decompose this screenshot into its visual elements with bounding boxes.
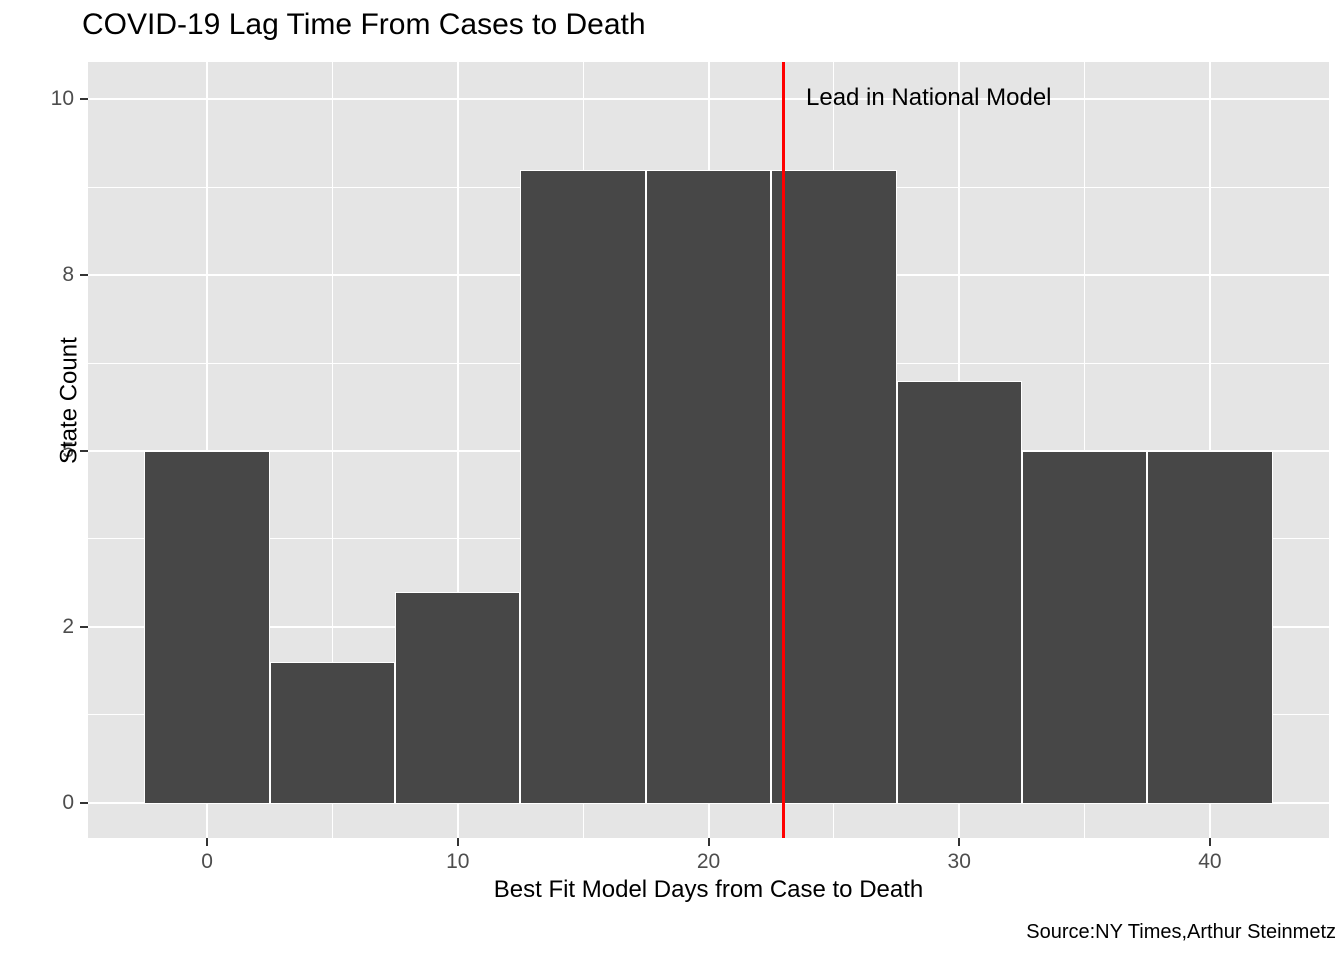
y-major-gridline [88,98,1329,101]
x-tick-label: 10 [446,850,470,873]
x-tick-mark [456,838,459,846]
histogram-bar [144,451,270,804]
x-minor-gridline [1084,62,1086,838]
y-axis-title: State Count [55,337,83,464]
y-tick-mark [80,625,88,628]
histogram-bar [1021,451,1148,804]
source-caption: Source:NY Times,Arthur Steinmetz [1026,921,1336,943]
x-tick-label: 40 [1198,850,1222,873]
chart-title: COVID-19 Lag Time From Cases to Death [82,8,646,41]
histogram-bar [771,169,897,804]
histogram-bar [269,662,396,804]
reference-vline [782,62,786,838]
histogram-bar [520,169,646,804]
x-major-gridline [206,62,209,838]
histogram-bar [395,591,521,804]
x-tick-mark [1208,838,1211,846]
plot-panel [88,62,1329,838]
histogram-bar [645,169,772,804]
y-tick-label: 10 [50,87,74,111]
y-tick-mark [80,98,88,101]
y-tick-label: 0 [62,790,74,814]
x-tick-mark [206,838,209,846]
x-minor-gridline [331,62,333,838]
x-tick-label: 20 [696,850,721,873]
x-tick-label: 30 [947,850,971,873]
x-major-gridline [1208,62,1211,838]
y-tick-label: 5 [62,439,74,463]
y-tick-label: 2 [62,614,74,638]
y-tick-mark [80,450,88,453]
x-tick-mark [958,838,961,846]
x-major-gridline [456,62,459,838]
histogram-bar [1147,451,1273,804]
y-tick-label: 8 [62,263,74,287]
y-tick-mark [80,274,88,277]
x-tick-label: 0 [201,850,213,873]
histogram-bar [896,380,1022,804]
x-tick-mark [707,838,710,846]
vline-annotation-label: Lead in National Model [806,84,1052,111]
y-tick-mark [80,801,88,804]
x-axis-title: Best Fit Model Days from Case to Death [493,876,924,903]
